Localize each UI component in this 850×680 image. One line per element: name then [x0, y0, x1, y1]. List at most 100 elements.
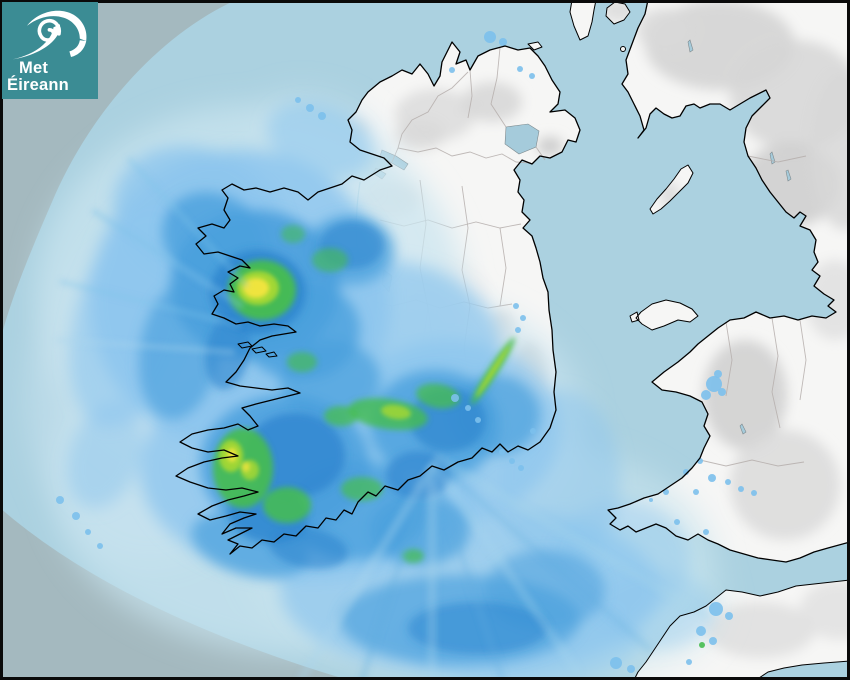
ireland-landmass-coastline [175, 41, 581, 555]
shower-spot [72, 512, 80, 520]
shower-spot [451, 394, 459, 402]
radar-beam-streak [55, 337, 235, 355]
radar-range-gap-bottom-left [0, 508, 348, 680]
shower-spot [709, 637, 717, 645]
precip-echo [341, 477, 383, 501]
holy-island [630, 312, 639, 322]
shower-spot [318, 112, 326, 120]
shower-spot [306, 104, 314, 112]
aran-island-1-coastline [237, 341, 253, 349]
shower-spot [518, 465, 524, 471]
shower-spot [696, 626, 706, 636]
shower-spot [513, 303, 519, 309]
county-boundary [747, 155, 807, 163]
shower-spot [703, 529, 709, 535]
precip-echo [268, 527, 348, 569]
radar-beam-streak [358, 466, 434, 680]
radar-beam-streak [59, 279, 241, 328]
precip-radial-streaks [55, 157, 711, 680]
shower-spot [56, 496, 64, 504]
logo-text-line2: Éireann [7, 76, 69, 94]
county-boundary [397, 147, 532, 164]
shower-spot [714, 370, 722, 378]
radar-beam-streak [297, 465, 435, 680]
precip-echo [281, 225, 305, 243]
ailsa-craig-island [620, 46, 626, 52]
lake [785, 169, 792, 182]
shower-spot [706, 376, 722, 392]
shower-spot [530, 428, 536, 434]
anglesey-island [636, 300, 698, 330]
shower-spot [97, 543, 103, 549]
shower-spot [499, 38, 507, 46]
shower-spot [686, 659, 692, 665]
aran-island-2-coastline [251, 346, 267, 354]
radar-beam-streak [127, 157, 249, 288]
radar-beam-streak [91, 208, 244, 309]
precip-echo [287, 352, 317, 372]
terrain-shade [637, 8, 693, 52]
shower-spot [725, 612, 733, 620]
radar-beam-streak [428, 462, 506, 680]
county-boundary [490, 47, 507, 128]
shower-spot [718, 388, 726, 396]
precip-echo [67, 401, 143, 509]
aran-island-3-coastline [265, 351, 278, 358]
shower-spot [509, 458, 515, 464]
shower-spot [693, 489, 699, 495]
hurricane-swirl-icon [12, 10, 87, 60]
precip-echo [266, 102, 374, 178]
shower-spot [663, 489, 669, 495]
shower-spot [475, 417, 481, 423]
precip-echo [408, 602, 548, 654]
terrain-shade [730, 430, 840, 540]
shower-spot [699, 642, 705, 648]
shower-spot [709, 602, 723, 616]
shower-spot [520, 315, 526, 321]
terrain-shade [703, 340, 787, 450]
county-boundary [699, 459, 805, 467]
radar-beam-streak [429, 459, 581, 675]
lake [687, 39, 694, 53]
precip-echo [312, 248, 348, 272]
shower-spot [465, 405, 471, 411]
county-boundary [799, 319, 807, 401]
radar-beam-streak [432, 458, 652, 652]
precip-level-extreme [227, 278, 269, 472]
shower-spot [649, 498, 653, 502]
coastline-layer [175, 0, 850, 680]
shower-spot [683, 469, 689, 475]
devon-cornwall-landmass-coastline [633, 579, 850, 680]
met-eireann-logo: Met Éireann [2, 2, 98, 99]
precip-echo [227, 448, 237, 462]
isle-of-man-coastline [649, 164, 694, 215]
anglesey-island-coastline [635, 299, 699, 331]
precipitation-layer [25, 31, 757, 680]
rathlin-island-coastline [527, 41, 543, 51]
shower-spot [627, 665, 635, 673]
terrain-shade [462, 82, 522, 122]
britain-landmass-coastline [607, 0, 850, 563]
county-boundary [725, 321, 733, 397]
shower-spot [701, 390, 711, 400]
shower-spot [674, 519, 680, 525]
shower-spot [295, 97, 301, 103]
county-boundary [499, 227, 507, 307]
terrain-shade [800, 580, 850, 640]
county-boundary [535, 146, 546, 161]
shower-spot [499, 449, 505, 455]
shower-spot [515, 327, 521, 333]
precip-echo [416, 383, 460, 409]
county-boundary [771, 317, 781, 429]
shower-spot [517, 66, 523, 72]
logo-text-line1: Met [19, 59, 49, 77]
precip-echo [381, 404, 411, 420]
precip-echo [475, 344, 511, 398]
shower-spot [484, 31, 496, 43]
shower-spot [529, 73, 535, 79]
holy-island-coastline [629, 311, 640, 323]
precip-echo [243, 278, 269, 298]
precip-echo [324, 406, 358, 426]
